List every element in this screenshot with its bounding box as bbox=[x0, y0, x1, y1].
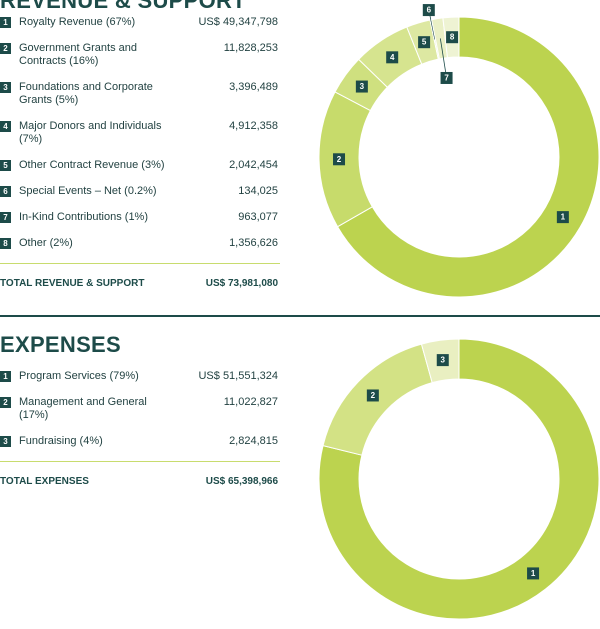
legend-label: Management and General (17%) bbox=[19, 396, 147, 421]
slice-badge bbox=[446, 31, 459, 44]
legend-label: In-Kind Contributions (1%) bbox=[19, 211, 149, 223]
slice-key: 6 bbox=[427, 6, 432, 15]
legend-row: 5 Other Contract Revenue (3%) 2,042,454 bbox=[0, 159, 280, 172]
value-label: 134,025 bbox=[238, 185, 278, 197]
legend-key: 6 bbox=[0, 186, 11, 197]
slice-badge bbox=[355, 80, 368, 93]
donut-chart: 1 2 3 4 5 6 7 8 bbox=[318, 4, 600, 298]
legend-label: Special Events – Net (0.2%) bbox=[19, 185, 157, 197]
legend-row: 7 In-Kind Contributions (1%) 963,077 bbox=[0, 211, 280, 224]
legend-key: 3 bbox=[0, 82, 11, 93]
leader-line bbox=[439, 38, 447, 79]
value-label: US$ 51,551,324 bbox=[198, 370, 278, 382]
total-value: US$ 73,981,080 bbox=[205, 278, 278, 289]
legend-row: 2 Management and General (17%) 11,022,827 bbox=[0, 396, 280, 422]
legend-key: 7 bbox=[0, 212, 11, 223]
legend-label: Fundraising (4%) bbox=[19, 435, 103, 447]
slice-key: 1 bbox=[561, 213, 566, 222]
legend-key: 2 bbox=[0, 397, 11, 408]
slice-key: 2 bbox=[337, 155, 342, 164]
slice-badge bbox=[527, 567, 540, 580]
legend-table: 1 Royalty Revenue (67%) US$ 49,347,798 2 Gov… bbox=[0, 16, 280, 289]
total-value: US$ 65,398,966 bbox=[205, 476, 278, 487]
slice-badge bbox=[436, 354, 449, 367]
slice-badge bbox=[422, 4, 435, 17]
legend-key: 3 bbox=[0, 436, 11, 447]
slice-key: 3 bbox=[441, 356, 446, 365]
value-label: 4,912,358 bbox=[229, 120, 278, 132]
legend-label: Royalty Revenue (67%) bbox=[19, 16, 136, 28]
legend-row: 3 Foundations and Corporate Grants (5%) 3,… bbox=[0, 81, 280, 107]
legend-label: Program Services (79%) bbox=[19, 370, 139, 382]
legend-label: Other (2%) bbox=[19, 237, 73, 249]
legend-label: Government Grants and Contracts (16%) bbox=[19, 42, 138, 67]
slice-key: 1 bbox=[531, 569, 536, 578]
slice-key: 8 bbox=[450, 33, 455, 42]
value-label: 1,356,626 bbox=[229, 237, 278, 249]
slice-badge bbox=[333, 153, 346, 166]
slice-badge bbox=[386, 51, 399, 64]
value-label: US$ 49,347,798 bbox=[198, 16, 278, 28]
value-label: 11,022,827 bbox=[223, 396, 278, 408]
slice-key: 7 bbox=[444, 73, 449, 82]
value-label: 11,828,253 bbox=[223, 42, 278, 54]
legend-label: Other Contract Revenue (3%) bbox=[19, 159, 165, 171]
value-label: 3,396,489 bbox=[229, 81, 278, 93]
legend-key: 2 bbox=[0, 43, 11, 54]
legend-key: 5 bbox=[0, 160, 11, 171]
value-label: 963,077 bbox=[238, 211, 278, 223]
donut-slice bbox=[336, 16, 600, 298]
slice-badge bbox=[440, 71, 453, 84]
slice-key: 2 bbox=[371, 391, 376, 400]
section-title: EXPENSES bbox=[0, 332, 122, 357]
total-row: TOTAL EXPENSES US$ 65,398,966 bbox=[0, 461, 280, 487]
slice-key: 4 bbox=[390, 53, 395, 62]
legend-label: Foundations and Corporate Grants (5%) bbox=[19, 81, 153, 106]
slice-key: 5 bbox=[422, 38, 427, 47]
legend-row: 1 Program Services (79%) US$ 51,551,324 bbox=[0, 370, 280, 383]
legend-row: 4 Major Donors and Individuals (7%) 4,912,… bbox=[0, 120, 280, 146]
legend-key: 8 bbox=[0, 238, 11, 249]
legend-row: 3 Fundraising (4%) 2,824,815 bbox=[0, 435, 280, 448]
donut-slice bbox=[318, 91, 373, 228]
slice-badge bbox=[366, 389, 379, 402]
slice-badge bbox=[556, 211, 569, 224]
legend-row: 8 Other (2%) 1,356,626 bbox=[0, 237, 280, 250]
value-label: 2,042,454 bbox=[229, 159, 278, 171]
value-label: 2,824,815 bbox=[229, 435, 278, 447]
donut-slice bbox=[318, 338, 600, 620]
legend-row: 6 Special Events – Net (0.2%) 134,025 bbox=[0, 185, 280, 198]
legend-row: 2 Government Grants and Contracts (16%) 11… bbox=[0, 42, 280, 68]
legend-key: 1 bbox=[0, 17, 11, 28]
total-row: TOTAL REVENUE & SUPPORT US$ 73,981,080 bbox=[0, 263, 280, 289]
legend-table: 1 Program Services (79%) US$ 51,551,324 2 Ma… bbox=[0, 370, 280, 487]
slice-badge bbox=[418, 36, 431, 49]
donut-chart: 1 2 3 bbox=[318, 338, 600, 620]
section-divider bbox=[0, 315, 600, 317]
slice-key: 3 bbox=[360, 82, 365, 91]
legend-key: 1 bbox=[0, 371, 11, 382]
total-label: TOTAL REVENUE & SUPPORT bbox=[0, 278, 145, 289]
legend-label: Major Donors and Individuals (7%) bbox=[19, 120, 162, 145]
legend-row: 1 Royalty Revenue (67%) US$ 49,347,798 bbox=[0, 16, 280, 29]
section-title: REVENUE & SUPPORT bbox=[0, 0, 246, 13]
legend-key: 4 bbox=[0, 121, 11, 132]
total-label: TOTAL EXPENSES bbox=[0, 476, 89, 487]
